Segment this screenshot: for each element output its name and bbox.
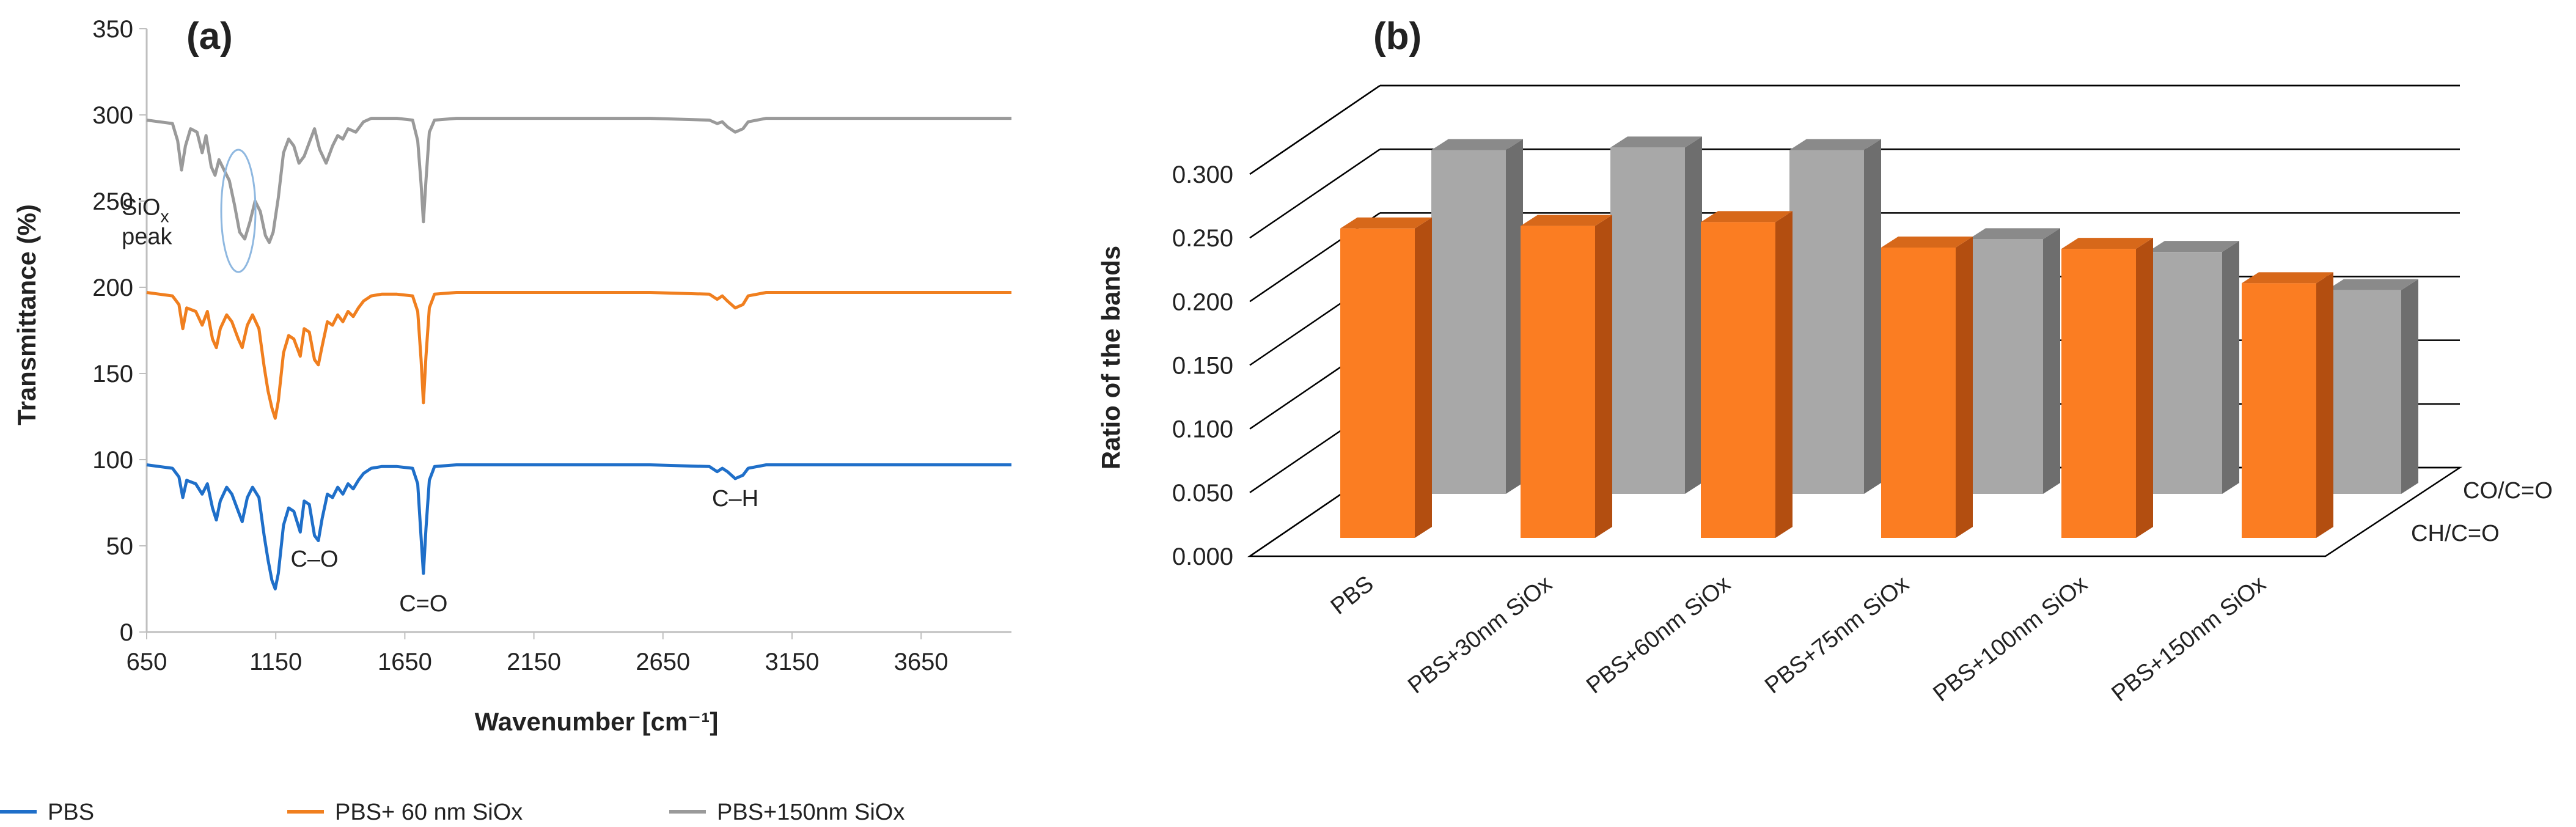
bar-back-6-top [2327,279,2418,290]
panel-b-y-tick-label: 0.200 [1172,289,1233,315]
bar-front-6-side [2316,272,2333,538]
bar-front-6 [2242,272,2333,538]
bar-front-2-front [1521,226,1595,538]
panel-b-y-tick-label: 0.150 [1172,353,1233,380]
bar-back-5-front [2148,252,2222,494]
bar-front-1 [1340,217,1432,538]
bar-front-4-side [1956,237,1973,538]
bar-back-5-side [2222,241,2239,494]
bar-front-5-front [2061,249,2136,538]
bar-front-6-front [2242,283,2316,538]
siox-peak-ellipse [220,149,257,273]
bar-back-2-top [1610,136,1702,148]
panel-a-legend: PBS PBS+ 60 nm SiOx PBS+150nm SiOx [0,799,905,825]
bar-back-3-side [1864,139,1881,494]
bar-front-2 [1521,215,1612,538]
annotation-siox-peak: SiOx [122,195,169,226]
panel-a-y-tick-label: 150 [92,361,133,388]
panel-a-y-tick-label: 250 [92,188,133,215]
panel-a-y-tick-label: 200 [92,274,133,301]
panel-a-x-tick-label: 2150 [507,649,561,675]
bar-front-5-side [2136,238,2153,538]
series-label-back: CO/C=O [2463,478,2553,504]
bar-back-1-top [1431,139,1523,150]
bar-back-1 [1431,139,1523,494]
bar-back-4 [1969,228,2060,494]
bar-back-6-side [2401,279,2418,494]
panel-a-label: (a) [186,15,233,57]
panel-b-y-tick-label: 0.050 [1172,480,1233,507]
series-line-1 [146,463,1011,590]
series-line-2 [146,291,1011,420]
panel-b-y-tick-label: 0.100 [1172,416,1233,443]
bar-front-2-top [1521,215,1612,226]
panel-b-top-side-line [1249,84,1381,175]
panel-b-label: (b) [1373,15,1422,57]
bar-back-6 [2327,279,2418,494]
panel-a-y-axis-title: Transmittance (%) [12,204,41,425]
annotation-label-1: C–O [290,546,338,572]
bar-front-1-front [1340,228,1415,538]
panel-b-y-tick-label: 0.250 [1172,225,1233,252]
panel-a-x-tick-label: 1150 [249,649,302,675]
legend-label-3: PBS+150nm SiOx [717,799,905,825]
panel-a-y-tick-label: 0 [120,619,133,646]
legend-label-2: PBS+ 60 nm SiOx [335,799,523,825]
annotation-label-3: C–H [712,486,758,512]
bar-front-3 [1701,211,1793,538]
bar-front-3-side [1775,211,1793,538]
bar-back-4-front [1969,239,2043,494]
bar-back-3 [1789,139,1881,494]
bar-front-2-side [1595,215,1612,538]
panel-b-y-tick-label: 0.300 [1172,161,1233,188]
bar-back-4-side [2043,228,2060,494]
bar-back-1-front [1431,150,1506,494]
panel-a-x-tick-label: 650 [127,649,167,675]
panel-b-floor [1247,466,2463,557]
bar-back-3-top [1789,139,1881,150]
bar-back-2-front [1610,147,1685,494]
panel-b-y-tick-label: 0.000 [1172,543,1233,570]
bar-front-5-top [2061,238,2153,249]
annotation-siox-peak-line2: peak [122,224,172,250]
panel-a-y-tick-label: 350 [92,16,133,43]
panel-b-side-gridline [1249,149,1381,239]
bar-front-4 [1881,237,1973,538]
bar-back-2 [1610,136,1702,494]
bar-front-5 [2061,238,2153,538]
series-line-3 [146,117,1011,244]
legend-label-1: PBS [48,799,94,825]
bar-back-3-front [1789,150,1864,494]
bar-front-3-front [1701,222,1775,538]
bar-front-3-top [1701,211,1793,222]
bar-front-4-front [1881,248,1956,538]
series-label-front: CH/C=O [2411,521,2500,546]
panel-a-x-tick-label: 1650 [378,649,432,675]
bar-back-4-top [1969,228,2060,240]
panel-a-x-axis-title: Wavenumber [cm⁻¹] [475,707,719,736]
panel-a-line-chart: 0 50 100 150 200 250 300 350 650 1150 1650 2150 2650… [0,15,1011,825]
panel-a-x-tick-label: 2650 [636,649,690,675]
bar-back-5 [2148,241,2239,494]
panel-a-x-tick-label: 3650 [894,649,949,675]
panel-a-y-tick-label: 50 [106,533,134,560]
panel-a-y-tick-label: 300 [92,102,133,129]
panel-a-x-tick-label: 3150 [765,649,819,675]
bar-front-1-top [1340,217,1432,229]
bar-front-6-top [2242,272,2333,284]
bar-back-1-side [1506,139,1523,494]
bar-front-4-top [1881,237,1973,248]
bar-back-6-front [2327,290,2401,494]
bar-back-2-side [1685,136,1702,494]
annotation-label-2: C=O [399,591,447,617]
bar-front-1-side [1415,217,1432,538]
panel-a-y-tick-label: 100 [92,447,133,474]
panel-b-y-axis-title: Ratio of the bands [1096,246,1125,469]
bar-back-5-top [2148,241,2239,252]
